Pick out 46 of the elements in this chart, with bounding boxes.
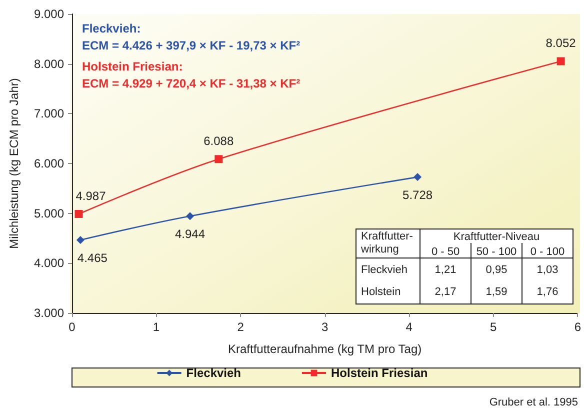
y-axis-title: Milchleistung (kg ECM pro Jahr) bbox=[7, 78, 21, 249]
y-tick-label: 3.000 bbox=[34, 306, 64, 320]
data-label: 5.728 bbox=[402, 188, 433, 202]
annotation: 1,21 bbox=[434, 264, 456, 276]
y-tick-label: 4.000 bbox=[34, 256, 64, 270]
point bbox=[556, 57, 565, 66]
data-label: 8.052 bbox=[546, 36, 576, 50]
annotation: Fleckvieh: ECM = 4.426 + 397,9 × KF - 19,73 × KF² bbox=[82, 22, 300, 52]
annotation: Fleckvieh bbox=[361, 264, 408, 276]
y-tick-label: 6.000 bbox=[34, 156, 64, 170]
point bbox=[76, 236, 84, 244]
annotation: 0 - 50 bbox=[431, 246, 460, 258]
y-tick-label: 7.000 bbox=[34, 106, 64, 121]
text: Gruber et al. 1995 bbox=[489, 396, 578, 408]
annotation: 1,59 bbox=[486, 286, 508, 298]
annotation: 50 - 100 bbox=[476, 246, 517, 258]
x-tick-label: 4 bbox=[406, 320, 413, 334]
annotation: Kraftfutter-Niveau bbox=[453, 231, 540, 243]
annotation: Holstein Friesian: ECM = 4.929 + 720,4 × KF - 31,38 × KF² bbox=[82, 60, 300, 90]
point bbox=[214, 155, 223, 164]
x-tick-label: 1 bbox=[152, 320, 160, 334]
x-tick-label: 2 bbox=[237, 320, 244, 334]
point bbox=[414, 173, 422, 182]
annotation: Kraftfutter- wirkung bbox=[360, 230, 414, 256]
point bbox=[74, 210, 83, 218]
annotation: 0,95 bbox=[486, 264, 508, 276]
y-tick-label: 8.000 bbox=[34, 56, 64, 71]
annotation: 1,76 bbox=[536, 286, 558, 298]
x-tick-label: 6 bbox=[574, 320, 582, 334]
x-tick-label: 5 bbox=[490, 320, 498, 334]
annotation: 1,03 bbox=[536, 264, 558, 276]
data-label: 4.944 bbox=[174, 227, 206, 242]
y-tick-label: 9.000 bbox=[34, 7, 64, 21]
legend-label: Holstein Friesian bbox=[331, 366, 428, 380]
x-tick-label: 0 bbox=[68, 320, 76, 334]
data-label: 4.465 bbox=[77, 250, 108, 265]
point bbox=[186, 212, 194, 220]
legend-label: Fleckvieh bbox=[186, 366, 242, 380]
y-tick-label: 5.000 bbox=[34, 206, 64, 220]
data-label: 4.987 bbox=[76, 188, 106, 203]
data-label: 6.088 bbox=[204, 134, 234, 148]
annotation: Holstein bbox=[361, 286, 401, 298]
annotation: 2,17 bbox=[434, 286, 456, 298]
annotation: 0 - 100 bbox=[530, 246, 565, 258]
x-axis-title: Kraftfutteraufnahme (kg TM pro Tag) bbox=[228, 342, 422, 356]
x-tick-label: 3 bbox=[321, 320, 328, 334]
